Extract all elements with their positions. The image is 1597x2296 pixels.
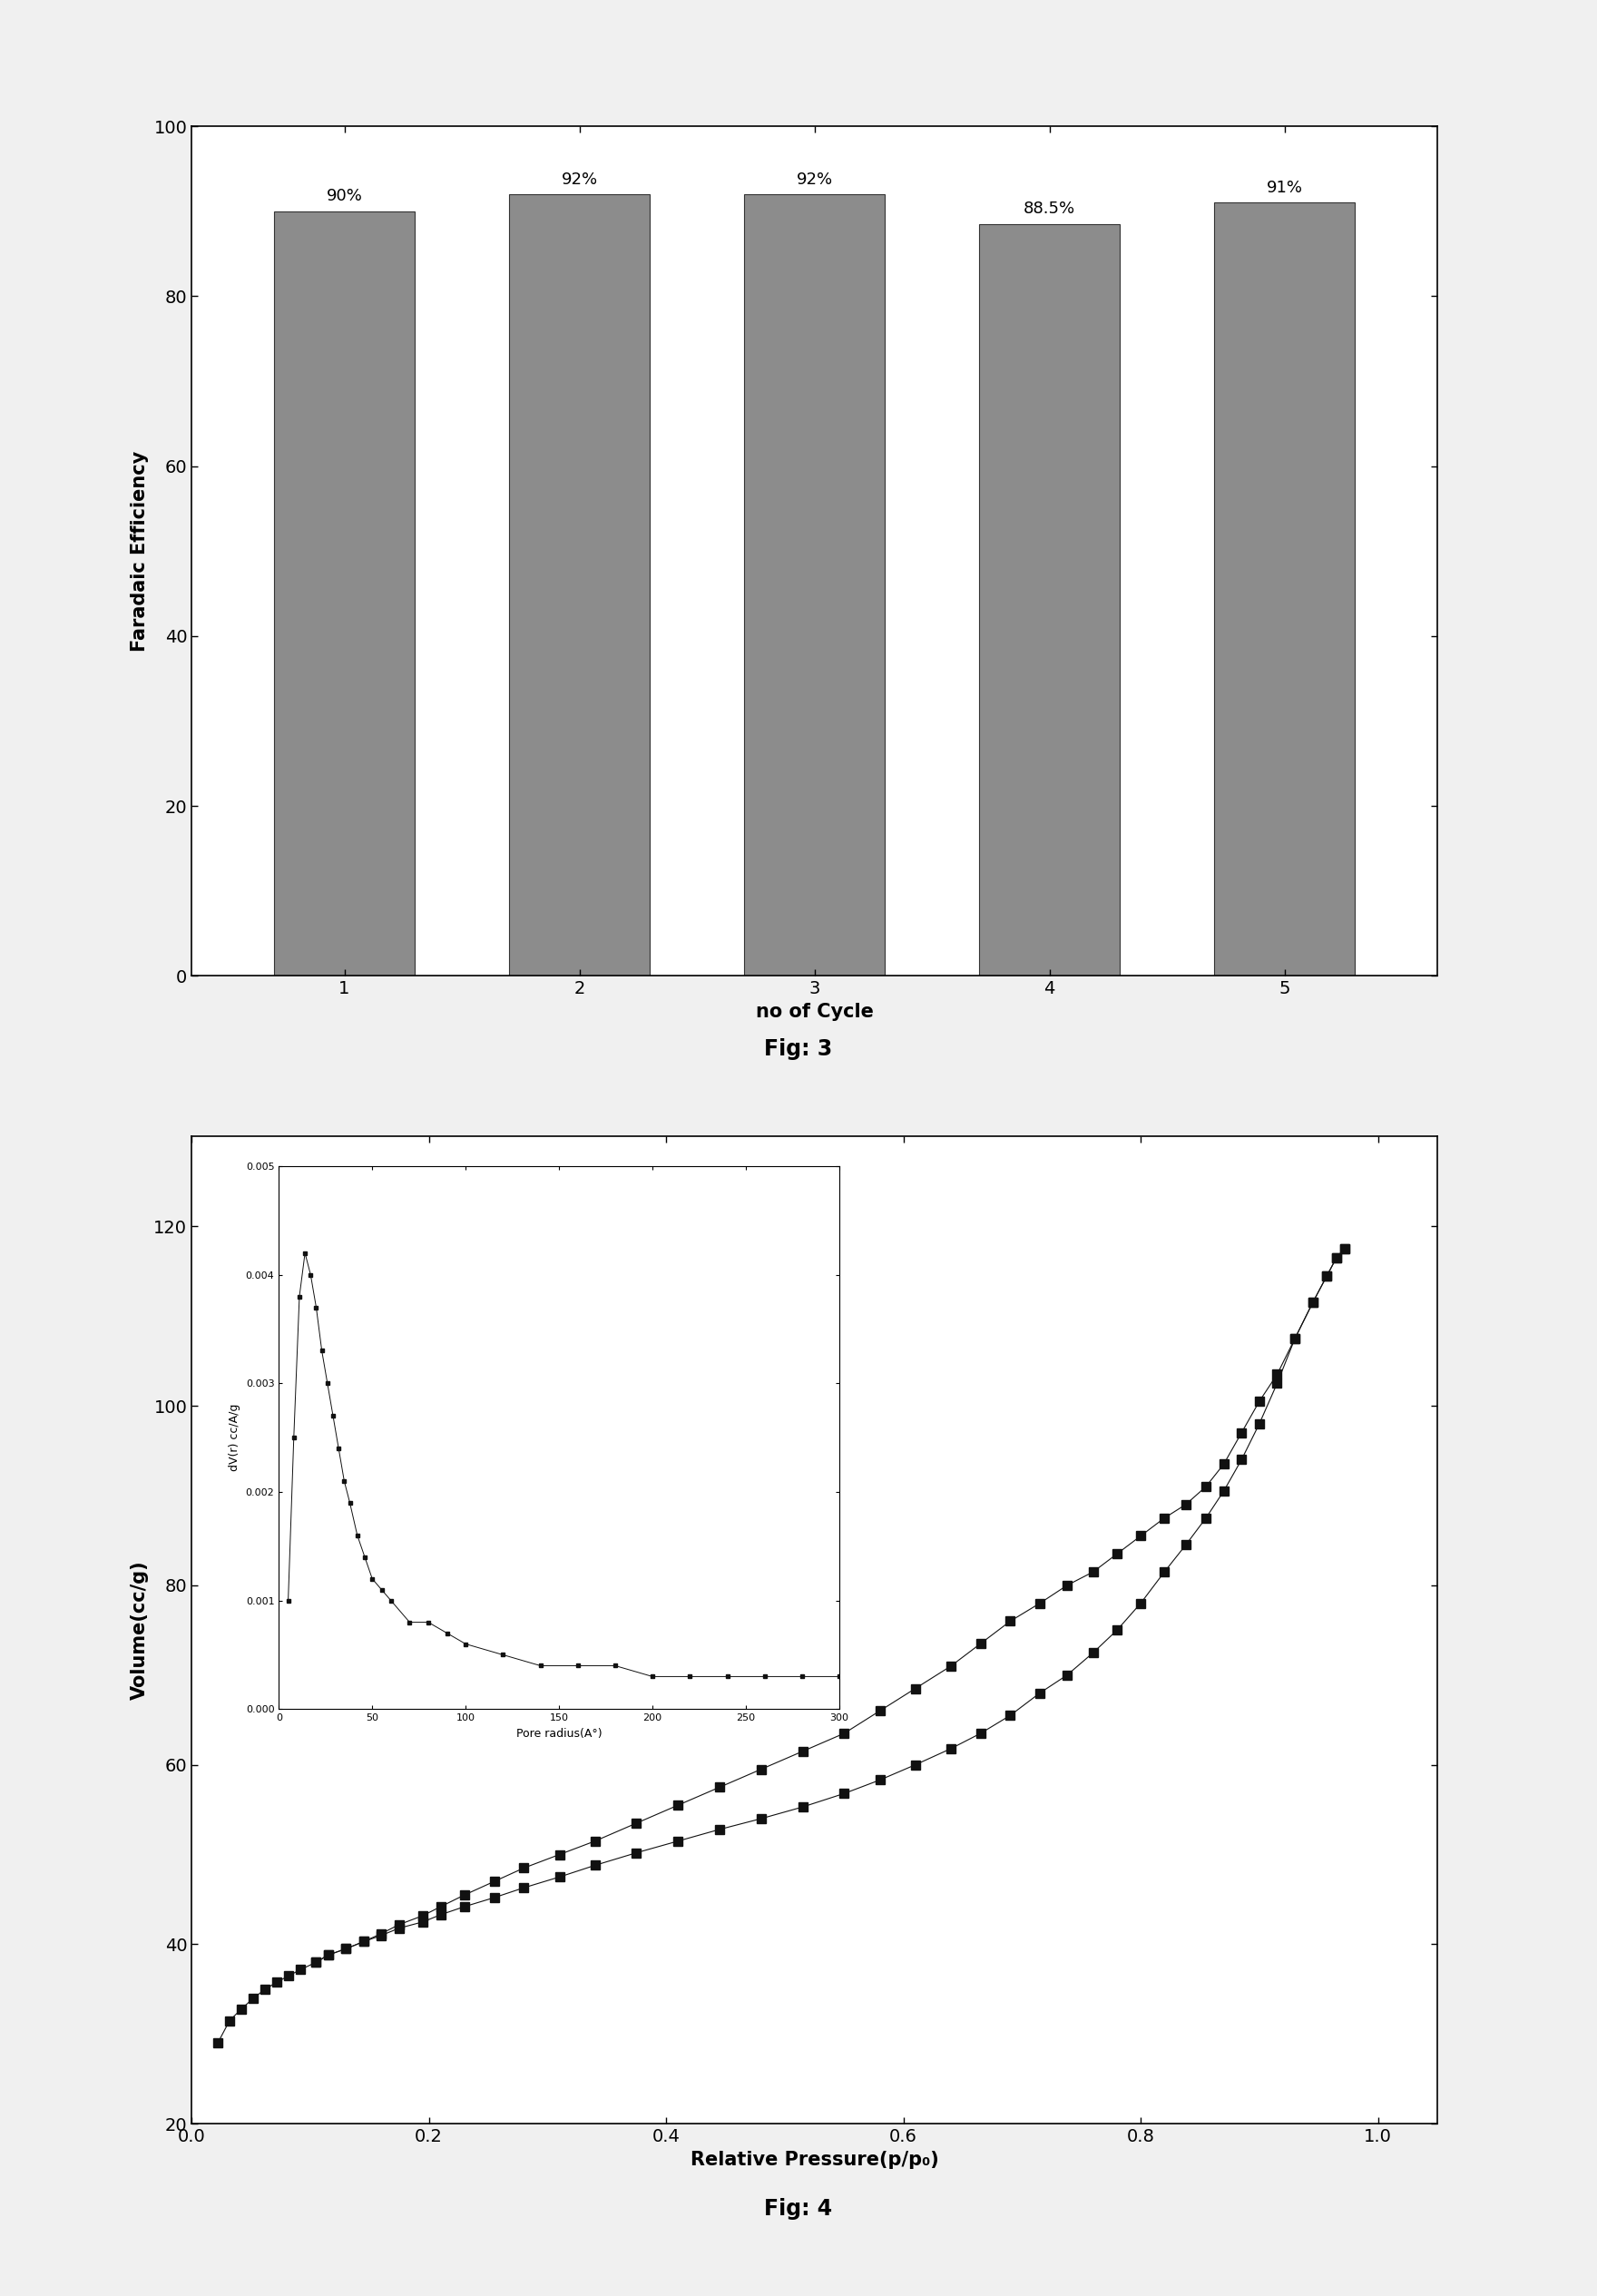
Text: Fig: 4: Fig: 4	[765, 2197, 832, 2220]
Bar	[275, 211, 415, 976]
Text: 92%: 92%	[561, 172, 597, 188]
X-axis label: no of Cycle: no of Cycle	[755, 1003, 874, 1022]
Text: 88.5%: 88.5%	[1024, 200, 1075, 218]
Text: 90%: 90%	[326, 188, 363, 204]
Bar	[1214, 202, 1354, 976]
Y-axis label: Faradaic Efficiency: Faradaic Efficiency	[131, 450, 149, 652]
Text: 91%: 91%	[1266, 179, 1303, 195]
Bar	[744, 195, 885, 976]
X-axis label: Relative Pressure(p/p₀): Relative Pressure(p/p₀)	[690, 2151, 939, 2170]
Text: 92%: 92%	[797, 172, 832, 188]
Y-axis label: Volume(cc/g): Volume(cc/g)	[131, 1561, 149, 1699]
Text: Fig: 3: Fig: 3	[765, 1038, 832, 1061]
Bar	[979, 225, 1119, 976]
Bar	[509, 195, 650, 976]
